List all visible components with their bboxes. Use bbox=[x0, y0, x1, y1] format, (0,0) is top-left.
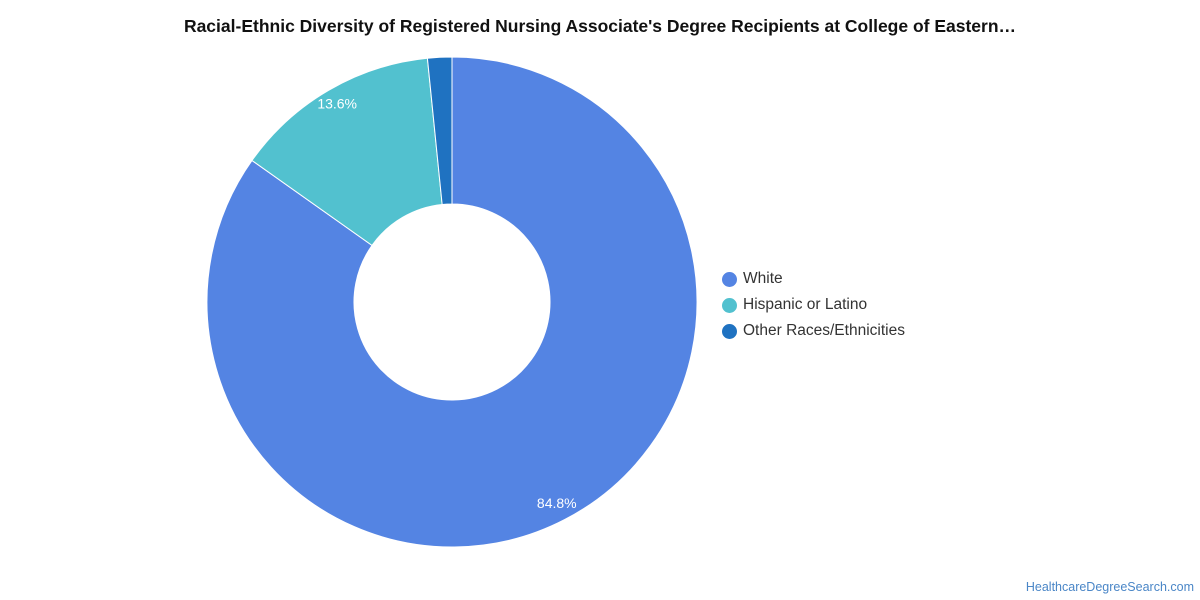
legend-label-other-races: Other Races/Ethnicities bbox=[743, 322, 905, 339]
slice-labels: 84.8% 13.6% bbox=[317, 96, 576, 511]
chart-legend: White Hispanic or Latino Other Races/Eth… bbox=[722, 266, 905, 344]
donut-slices bbox=[206, 56, 698, 548]
slice-other-races-ethnicities[interactable] bbox=[426, 56, 453, 206]
legend-item-other-races[interactable]: Other Races/Ethnicities bbox=[722, 318, 905, 344]
legend-swatch-hispanic-or-latino bbox=[722, 297, 737, 313]
slice-label-white: 84.8% bbox=[537, 495, 577, 511]
legend-label-white: White bbox=[743, 270, 783, 287]
legend-item-white[interactable]: White bbox=[722, 266, 905, 292]
chart-title: Racial-Ethnic Diversity of Registered Nu… bbox=[183, 16, 1017, 36]
legend-label-hispanic-or-latino: Hispanic or Latino bbox=[743, 296, 868, 313]
slice-hispanic-or-latino[interactable] bbox=[251, 57, 443, 247]
legend-item-hispanic-or-latino[interactable]: Hispanic or Latino bbox=[722, 292, 905, 318]
slice-white[interactable] bbox=[206, 56, 698, 548]
legend-swatch-white bbox=[722, 271, 737, 287]
legend-swatch-other-races bbox=[722, 323, 737, 339]
slice-label-hispanic-or-latino: 13.6% bbox=[317, 96, 357, 112]
source-link[interactable]: HealthcareDegreeSearch.com bbox=[1025, 580, 1194, 594]
